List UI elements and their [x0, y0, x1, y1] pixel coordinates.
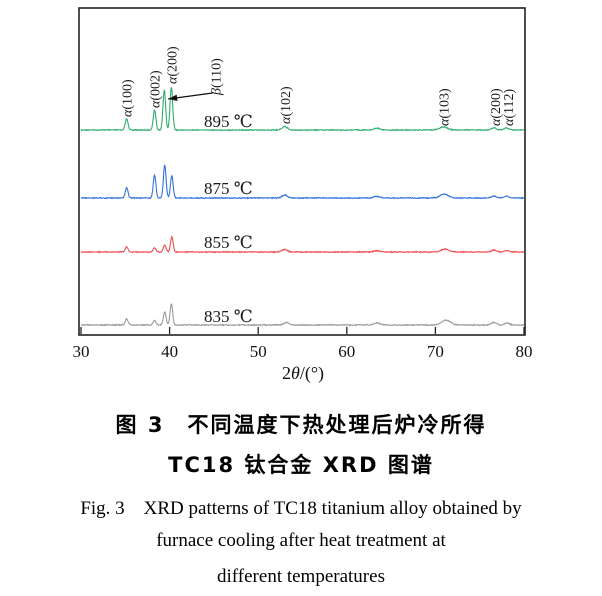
temperature-labels: 895 ℃ 875 ℃ 855 ℃ 835 ℃ [204, 112, 253, 326]
peak-label: β(110) [210, 58, 225, 96]
caption-en-line1: Fig. 3 XRD patterns of TC18 titanium all… [80, 498, 522, 519]
xrd-curve-855 [80, 234, 525, 254]
peak-label: α(112) [502, 88, 517, 126]
peak-label: α(002) [149, 70, 164, 108]
caption-zh-line2: TC18 钛合金 XRD 图谱 [168, 453, 434, 477]
x-tick-label: 70 [427, 342, 444, 361]
peak-label: α(102) [279, 86, 294, 124]
x-tick-label: 80 [516, 342, 533, 361]
beta110-arrowhead-icon [168, 94, 178, 101]
caption-zh-line1: 图 3 不同温度下热处理后炉冷所得 [115, 413, 487, 437]
plot-border [78, 7, 526, 336]
peak-label: α(200) [489, 88, 504, 126]
xrd-curve-895 [80, 87, 525, 132]
temperature-label: 855 ℃ [204, 233, 253, 252]
temperature-label: 895 ℃ [204, 112, 253, 131]
caption-en-line3: different temperatures [217, 566, 385, 587]
xrd-chart: 30 40 50 60 70 80 895 ℃ 875 ℃ 855 ℃ 835 ℃ α(100)… [73, 7, 533, 384]
caption-en-line2: furnace cooling after heat treatment at [156, 530, 446, 551]
x-tick-label: 60 [338, 342, 355, 361]
peak-label: α(103) [437, 88, 452, 126]
xrd-curve-875 [80, 164, 525, 200]
x-axis-label: 2θ/(°) [282, 363, 324, 384]
x-tick-label: 40 [161, 342, 178, 361]
peak-label: α(200) [165, 46, 180, 84]
x-axis-ticks: 30 40 50 60 70 80 [73, 327, 533, 361]
x-tick-label: 30 [73, 342, 90, 361]
curves-group [80, 87, 525, 327]
peak-label: α(100) [121, 79, 136, 117]
peak-annotations: α(100) α(002) α(200)β(110)α(102)α(103)α(20… [121, 46, 517, 126]
xrd-curve-835 [80, 302, 525, 327]
x-tick-label: 50 [250, 342, 267, 361]
temperature-label: 835 ℃ [204, 307, 253, 326]
temperature-label: 875 ℃ [204, 179, 253, 198]
